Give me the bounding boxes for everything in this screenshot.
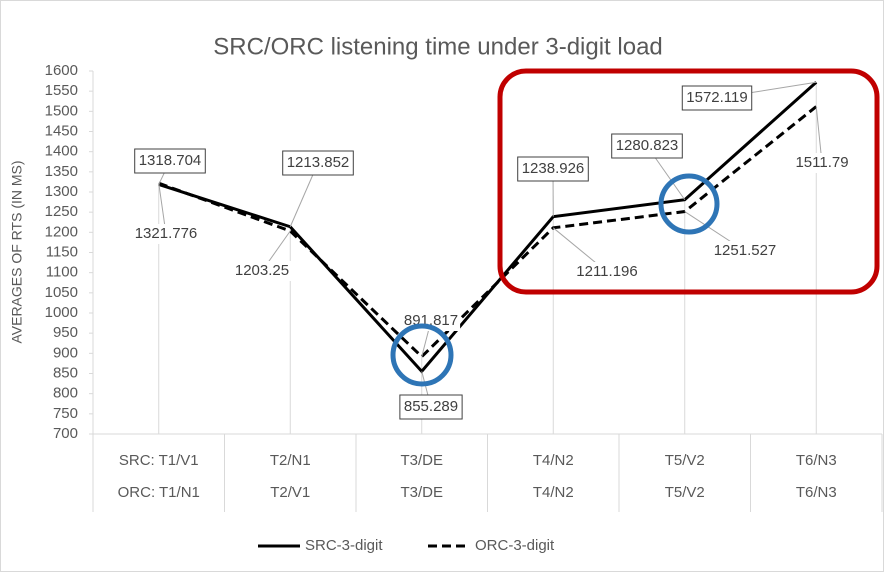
x-tick-label: ORC: T1/N1 bbox=[118, 484, 200, 501]
x-tick-label: T4/N2 bbox=[533, 484, 574, 501]
data-label-box bbox=[134, 148, 206, 174]
data-label: 1321.776 bbox=[135, 225, 198, 242]
data-label: 1211.196 bbox=[576, 263, 637, 280]
data-label: 1213.852 bbox=[287, 154, 350, 171]
y-tick-label: 1000 bbox=[45, 304, 78, 321]
x-tick-label: T6/N3 bbox=[796, 484, 837, 501]
plot-area: 700 750 800 850 900 950 1000 1050 1100 1150 1200 12… bbox=[45, 62, 883, 554]
data-label-box bbox=[611, 133, 683, 159]
data-label-box bbox=[282, 150, 354, 176]
x-tick-label: SRC: T1/V1 bbox=[119, 452, 199, 469]
data-label: 1511.79 bbox=[795, 154, 848, 171]
data-label: 1238.926 bbox=[522, 160, 585, 177]
data-label: 1203.25 bbox=[235, 262, 289, 279]
y-tick-label: 1100 bbox=[46, 264, 78, 281]
y-tick-label: 700 bbox=[53, 425, 78, 442]
data-label-box bbox=[681, 85, 753, 111]
x-tick-label: T3/DE bbox=[400, 484, 443, 501]
y-tick-label: 1150 bbox=[46, 243, 78, 260]
highlight-circle bbox=[658, 173, 720, 235]
y-tick-label: 750 bbox=[53, 405, 78, 422]
x-tick-label: T5/V2 bbox=[665, 452, 705, 469]
legend-label: SRC-3-digit bbox=[305, 537, 383, 554]
y-tick-label: 1200 bbox=[45, 223, 78, 240]
data-label: 855.289 bbox=[404, 398, 458, 415]
y-axis-label: AVERAGES OF RTS (IN MS) bbox=[9, 160, 25, 343]
data-label: 1280.823 bbox=[616, 137, 679, 154]
y-tick-label: 1450 bbox=[45, 122, 78, 139]
x-tick-label: T3/DE bbox=[400, 452, 443, 469]
highlight-box bbox=[497, 68, 880, 295]
legend-label: ORC-3-digit bbox=[475, 537, 555, 554]
series-line bbox=[158, 105, 818, 359]
x-tick-label: T6/N3 bbox=[796, 452, 837, 469]
y-tick-label: 1350 bbox=[45, 163, 78, 180]
data-label: 1318.704 bbox=[139, 152, 202, 169]
y-tick-label: 1400 bbox=[45, 143, 78, 160]
y-tick-label: 1550 bbox=[45, 82, 78, 99]
data-label-bg bbox=[793, 153, 851, 173]
y-tick-label: 950 bbox=[53, 324, 78, 341]
y-tick-label: 1250 bbox=[45, 203, 78, 220]
data-label-bg bbox=[132, 224, 200, 244]
y-tick-label: 1300 bbox=[45, 183, 78, 200]
x-tick-label: T5/V2 bbox=[665, 484, 705, 501]
y-tick-label: 800 bbox=[53, 385, 78, 402]
highlight-circle bbox=[390, 323, 454, 387]
data-label-bg bbox=[711, 241, 779, 261]
x-tick-label: T2/V1 bbox=[270, 484, 310, 501]
data-label: 1251.527 bbox=[714, 242, 777, 259]
data-label-box bbox=[399, 394, 463, 420]
y-tick-label: 1600 bbox=[45, 62, 78, 79]
x-tick-label: T4/N2 bbox=[533, 452, 574, 469]
x-tick-label: T2/N1 bbox=[270, 452, 311, 469]
data-label: 1572.119 bbox=[686, 89, 747, 106]
y-tick-label: 850 bbox=[53, 364, 78, 381]
y-tick-label: 1050 bbox=[45, 284, 78, 301]
data-label-bg bbox=[232, 261, 292, 281]
data-label-bg bbox=[574, 262, 640, 282]
chart-title: SRC/ORC listening time under 3-digit loa… bbox=[213, 33, 663, 60]
y-tick-label: 900 bbox=[53, 344, 78, 361]
y-tick-label: 1500 bbox=[45, 102, 78, 119]
data-label-box bbox=[517, 156, 589, 182]
